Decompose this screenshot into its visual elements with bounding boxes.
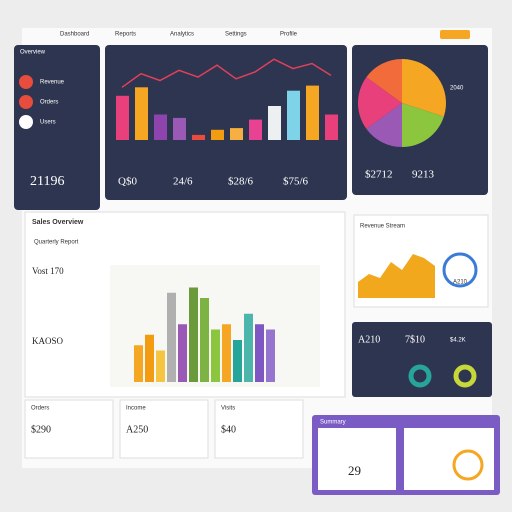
gauge — [442, 252, 478, 288]
overlay-card — [318, 428, 396, 490]
bar — [135, 87, 148, 140]
bar — [249, 119, 262, 140]
pie-label: 2040 — [450, 86, 464, 92]
bar — [268, 106, 281, 140]
bar — [189, 287, 198, 382]
card — [119, 399, 209, 459]
bar — [156, 350, 165, 382]
kpi: 7$10 — [405, 334, 425, 345]
bar — [233, 340, 242, 382]
footer-value: $28/6 — [228, 176, 254, 188]
bar — [173, 117, 186, 140]
tab-bar: Dashboard Reports Analytics Settings Profile — [60, 32, 298, 38]
area — [358, 254, 435, 298]
footer-value: Q$0 — [118, 176, 137, 188]
icon — [19, 75, 33, 89]
card-value: A250 — [126, 424, 148, 435]
bar — [154, 114, 167, 140]
bar — [167, 292, 176, 382]
pie-slice — [402, 59, 446, 117]
pie-slice — [402, 103, 444, 147]
overlay-value: 29 — [348, 463, 361, 478]
bar — [134, 345, 143, 382]
top-chart-panel — [105, 45, 347, 200]
line — [121, 58, 332, 88]
card-value: $290 — [31, 424, 51, 435]
card-title: Visits — [221, 406, 235, 412]
pie-label: $2712 — [365, 169, 393, 181]
tab[interactable]: Analytics — [170, 32, 194, 38]
tab[interactable]: Profile — [280, 32, 298, 38]
bar — [211, 129, 224, 140]
button[interactable] — [440, 30, 470, 39]
card — [24, 399, 114, 459]
title: Revenue Stream — [360, 224, 405, 230]
pie-slice — [358, 77, 402, 129]
bar — [306, 85, 319, 140]
gauge — [452, 449, 484, 481]
gauge-label: A210 — [453, 280, 468, 286]
bar — [222, 324, 231, 382]
bar — [145, 334, 154, 382]
donut — [453, 364, 477, 388]
tab[interactable]: Dashboard — [60, 32, 89, 38]
item: Users — [40, 120, 56, 126]
item: Revenue — [40, 80, 65, 86]
item: Orders — [40, 100, 58, 106]
pie-label: 9213 — [412, 169, 435, 181]
tab[interactable]: Reports — [115, 32, 136, 38]
title: Sales Overview — [32, 219, 84, 226]
bar — [287, 90, 300, 140]
pie-slice — [366, 59, 402, 103]
bar — [244, 313, 253, 382]
bar — [325, 114, 338, 140]
icon — [19, 95, 33, 109]
card-title: Orders — [31, 406, 49, 412]
bar — [255, 324, 264, 382]
footer-value: 24/6 — [173, 176, 193, 188]
overlay-title: Summary — [320, 420, 346, 426]
donut — [408, 364, 432, 388]
card — [214, 399, 304, 459]
bar — [116, 95, 129, 140]
panel-title: Overview — [20, 50, 46, 56]
kpi: A210 — [358, 334, 380, 345]
side-label: Vost 170 — [32, 266, 64, 276]
bar — [200, 298, 209, 382]
big-value: 21196 — [30, 174, 64, 189]
overlay-card — [404, 428, 494, 490]
left-panel — [14, 45, 100, 210]
bar — [211, 329, 220, 382]
bar — [178, 324, 187, 382]
subtitle: Quarterly Report — [34, 240, 79, 246]
footer-value: $75/6 — [283, 176, 309, 188]
card-title: Income — [126, 406, 146, 412]
icon — [19, 115, 33, 129]
bar — [230, 128, 243, 140]
pie-slice — [366, 103, 402, 147]
card-value: $40 — [221, 424, 236, 435]
side-label: KAOSO — [32, 336, 64, 346]
bar — [192, 134, 205, 140]
kpi: $4.2K — [450, 338, 466, 344]
tab[interactable]: Settings — [225, 32, 247, 38]
bar — [266, 329, 275, 382]
